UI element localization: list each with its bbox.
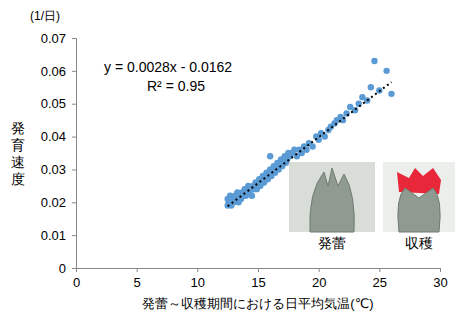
- x-axis-line: [77, 269, 441, 273]
- point: [371, 58, 377, 64]
- bud: [310, 168, 355, 232]
- point: [383, 68, 389, 74]
- y-tick-label: 0.04: [41, 129, 66, 144]
- y-tick: 0.06: [41, 64, 76, 79]
- x-tick-mark: [258, 268, 259, 272]
- x-tick: 25: [373, 268, 387, 290]
- y-tick: 0.05: [41, 96, 76, 111]
- y-tick-mark: [72, 235, 76, 236]
- chart: 0 5 10 15 20 25 30 0 0.01 0.02 0.03 0.04 0.05 0.06 0.0…: [0, 0, 464, 322]
- y-tick-mark: [72, 38, 76, 39]
- x-tick-mark: [379, 268, 380, 272]
- x-tick-label: 5: [134, 275, 141, 290]
- x-tick-mark: [319, 268, 320, 272]
- x-tick-label: 10: [191, 275, 205, 290]
- x-tick: 0: [73, 268, 80, 290]
- x-tick-label: 25: [373, 275, 387, 290]
- y-unit: (1/日): [30, 9, 60, 23]
- point: [267, 153, 273, 159]
- y-axis: 0 0.01 0.02 0.03 0.04 0.05 0.06 0.07: [41, 31, 77, 276]
- y-axis-title: 発育速度: [11, 120, 25, 187]
- x-tick-mark: [440, 268, 441, 272]
- x-tick-mark: [137, 268, 138, 272]
- x-tick-label: 30: [433, 275, 447, 290]
- y-tick-mark: [72, 71, 76, 72]
- photo: [383, 162, 455, 232]
- photo-label: 発蕾: [318, 235, 346, 251]
- x-tick-mark: [197, 268, 198, 272]
- equation: y = 0.0028x - 0.0162: [104, 59, 232, 75]
- y-axis-line: [72, 39, 77, 269]
- point: [249, 193, 255, 199]
- trend-line: [228, 82, 392, 206]
- point: [343, 110, 349, 116]
- y-tick-label: 0.01: [41, 228, 66, 243]
- x-tick: 10: [191, 268, 205, 290]
- y-tick-mark: [72, 202, 76, 203]
- y-tick: 0.03: [41, 162, 76, 177]
- x-tick-label: 20: [312, 275, 326, 290]
- equation: R² = 0.95: [147, 78, 205, 94]
- y-tick-label: 0.07: [41, 31, 66, 46]
- y-tick-label: 0.03: [41, 162, 66, 177]
- y-tick: 0: [59, 261, 76, 276]
- y-tick: 0.02: [41, 195, 76, 210]
- point: [322, 133, 328, 139]
- x-axis-title: 発蕾～収穫期間における日平均気温(℃): [142, 296, 373, 311]
- y-tick: 0.07: [41, 31, 76, 46]
- y-tick-mark: [72, 104, 76, 105]
- photo-frame: [383, 162, 455, 232]
- x-tick: 20: [312, 268, 326, 290]
- x-tick: 30: [433, 268, 447, 290]
- y-tick-mark: [72, 268, 76, 269]
- x-tick: 5: [134, 268, 141, 290]
- y-tick-label: 0.02: [41, 195, 66, 210]
- y-tick-mark: [72, 137, 76, 138]
- x-tick-label: 15: [251, 275, 265, 290]
- point: [309, 143, 315, 149]
- y-tick-mark: [72, 169, 76, 170]
- plot-area: [224, 58, 394, 209]
- photo-label: 収穫: [405, 235, 433, 251]
- photo: [289, 162, 375, 232]
- point: [388, 91, 394, 97]
- point: [368, 84, 374, 90]
- y-tick-label: 0: [59, 261, 66, 276]
- x-tick-label: 0: [73, 275, 80, 290]
- y-tick-label: 0.06: [41, 64, 66, 79]
- y-tick: 0.04: [41, 129, 76, 144]
- calyx: [398, 188, 440, 232]
- x-tick: 15: [251, 268, 265, 290]
- photo-frame: [289, 162, 375, 232]
- y-tick-label: 0.05: [41, 96, 66, 111]
- y-tick: 0.01: [41, 228, 76, 243]
- x-axis: 0 5 10 15 20 25 30: [73, 268, 448, 290]
